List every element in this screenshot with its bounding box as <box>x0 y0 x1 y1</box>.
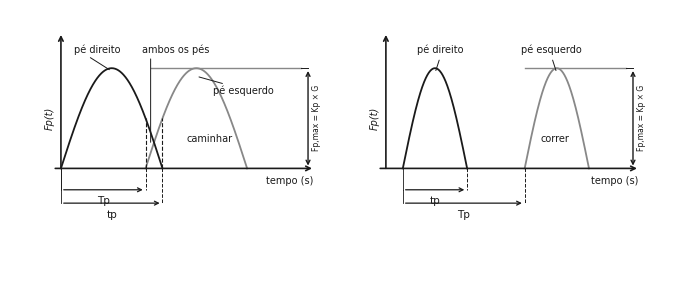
Text: Fp(t): Fp(t) <box>370 107 380 130</box>
Text: ambos os pés: ambos os pés <box>142 44 210 55</box>
Text: pé direito: pé direito <box>417 44 463 55</box>
Text: correr: correr <box>541 134 569 144</box>
Text: caminhar: caminhar <box>187 134 233 144</box>
Text: Tp: Tp <box>97 196 110 207</box>
Text: tp: tp <box>430 196 440 207</box>
Text: tempo (s): tempo (s) <box>591 176 638 186</box>
Text: Fp,max = Kp × G: Fp,max = Kp × G <box>312 85 322 151</box>
Text: pé direito: pé direito <box>74 44 121 55</box>
Text: Fp(t): Fp(t) <box>45 107 55 130</box>
Text: Tp: Tp <box>457 210 471 220</box>
Text: tempo (s): tempo (s) <box>266 176 313 186</box>
Text: tp: tp <box>106 210 117 220</box>
Text: pé esquerdo: pé esquerdo <box>521 44 582 55</box>
Text: Fp,max = Kp × G: Fp,max = Kp × G <box>637 85 647 151</box>
Text: pé esquerdo: pé esquerdo <box>213 85 274 96</box>
